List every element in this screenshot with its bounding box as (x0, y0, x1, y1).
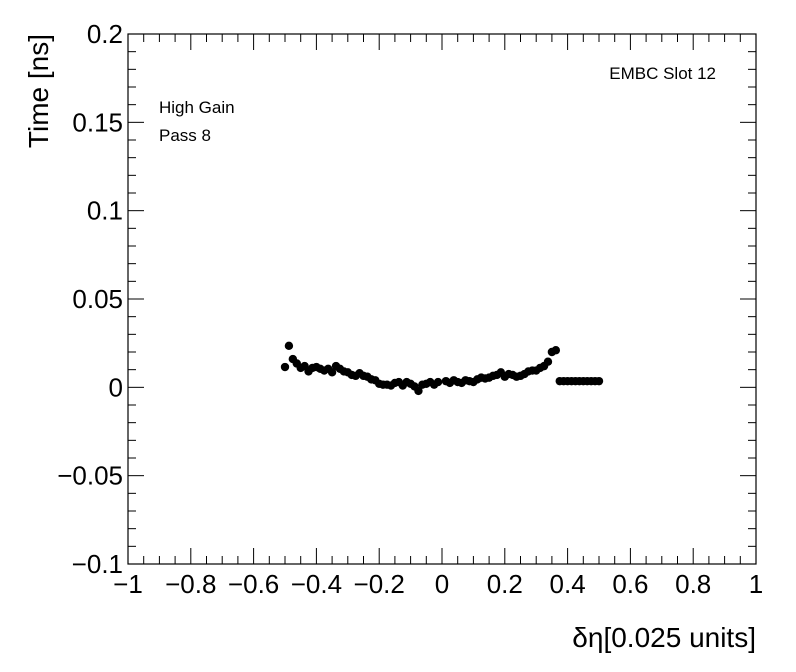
data-point (594, 376, 604, 386)
y-tick-label: 0.1 (87, 196, 123, 226)
x-tick-label: −0.4 (291, 569, 342, 599)
x-tick-label: −0.2 (354, 569, 405, 599)
data-point (414, 386, 423, 396)
x-tick-label: 1 (749, 569, 763, 599)
x-tick-label: 0.4 (550, 569, 586, 599)
x-axis-title: δη[0.025 units] (572, 622, 756, 653)
y-tick-label: 0.05 (72, 284, 123, 314)
y-tick-label: −0.05 (57, 461, 123, 491)
data-point (284, 341, 294, 351)
y-tick-label: 0.2 (87, 19, 123, 49)
x-tick-label: 0 (435, 569, 449, 599)
x-tick-label: −0.8 (165, 569, 216, 599)
data-points (280, 341, 604, 396)
x-tick-label: −0.6 (228, 569, 279, 599)
annotation-pass: Pass 8 (159, 126, 211, 145)
y-tick-label: 0 (109, 372, 123, 402)
x-tick-label: 0.6 (612, 569, 648, 599)
data-point (433, 377, 443, 387)
y-tick-label: 0.15 (72, 107, 123, 137)
y-axis-title: Time [ns] (23, 34, 54, 148)
data-point (543, 357, 553, 366)
data-point (551, 346, 561, 355)
annotation-slot: EMBC Slot 12 (609, 64, 716, 83)
x-tick-label: 0.2 (487, 569, 523, 599)
annotation-gain: High Gain (159, 98, 235, 117)
data-point (327, 368, 337, 377)
x-tick-labels: −1 −0.8 −0.6 −0.4 −0.2 0 0.2 0.4 0.6 0.8 1 (113, 569, 763, 599)
data-point (280, 362, 290, 372)
x-tick-label: 0.8 (675, 569, 711, 599)
x-tick-label: −1 (113, 569, 143, 599)
axis-ticks (127, 33, 757, 565)
y-tick-labels: −0.1 −0.05 0 0.05 0.1 0.15 0.2 (57, 19, 123, 579)
y-tick-label: −0.1 (72, 549, 123, 579)
